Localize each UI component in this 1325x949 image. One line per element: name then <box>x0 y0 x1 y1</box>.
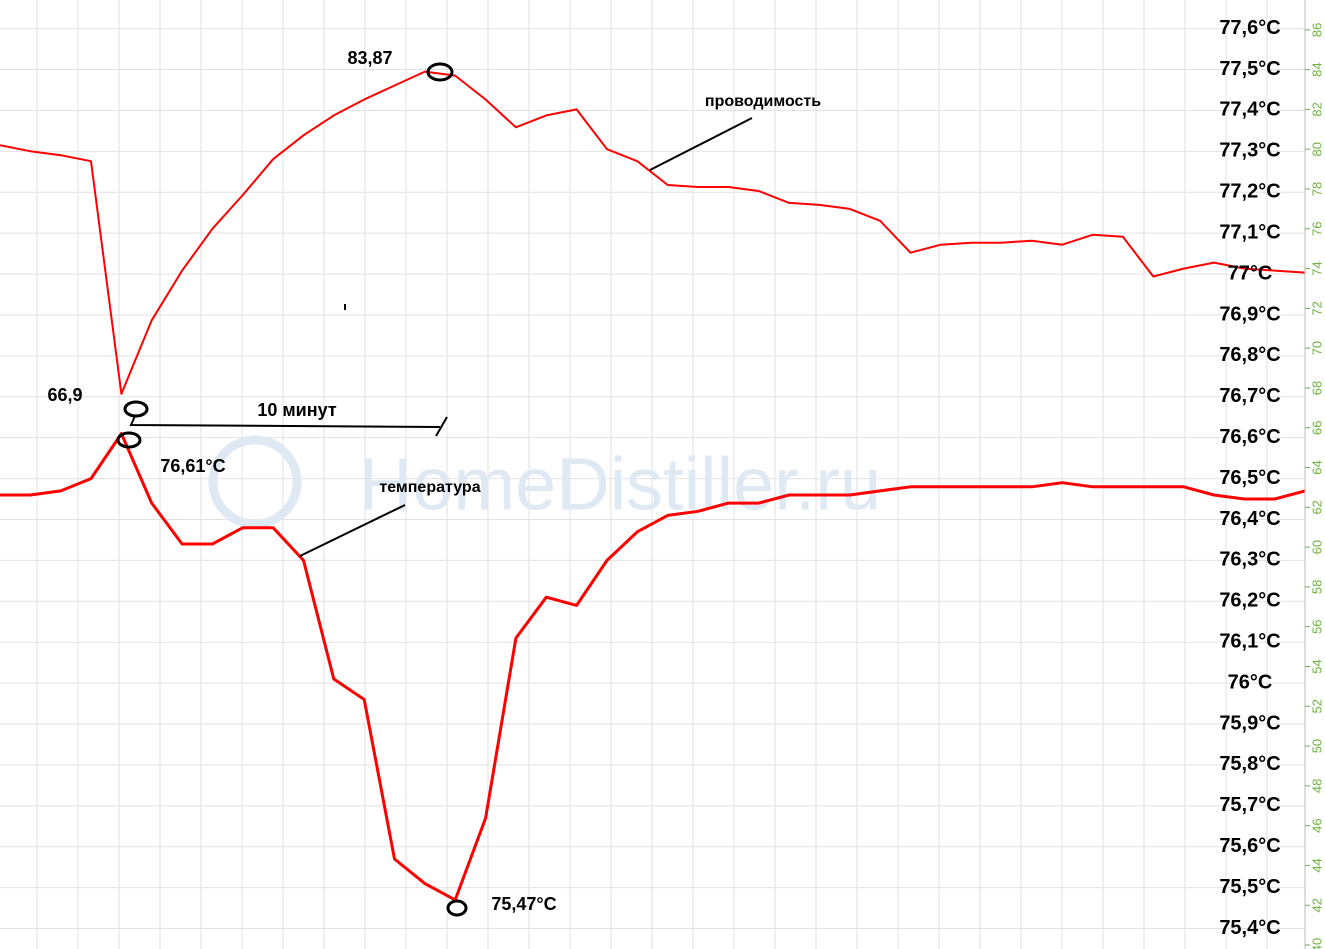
annotation: 10 минут <box>257 400 337 420</box>
annotation-marks <box>116 62 753 917</box>
y2-tick-label: 42 <box>1309 898 1324 912</box>
interval-line <box>129 415 448 437</box>
y-tick-label: 77,4°C <box>1219 99 1280 121</box>
marker <box>426 62 454 82</box>
y2-tick-label: 68 <box>1309 381 1324 395</box>
series-label: проводимость <box>705 93 821 110</box>
annotation: 76,61°C <box>160 456 225 476</box>
y2-tick-label: 50 <box>1309 739 1324 753</box>
y2-tick-label: 52 <box>1309 699 1324 713</box>
y2-tick-label: 80 <box>1309 142 1324 156</box>
y2-tick-label: 46 <box>1309 818 1324 832</box>
y2-tick-label: 70 <box>1309 341 1324 355</box>
y-tick-label: 77°C <box>1228 262 1273 284</box>
annotation: 75,47°C <box>491 894 556 914</box>
series-line <box>0 70 1306 395</box>
series-line <box>0 432 1306 902</box>
y-tick-label: 76,8°C <box>1219 344 1280 366</box>
y2-tick-label: 64 <box>1309 460 1324 474</box>
y-tick-label: 77,2°C <box>1219 181 1280 203</box>
y-tick-label: 76,2°C <box>1219 590 1280 612</box>
y2-tick-label: 40 <box>1309 938 1324 949</box>
y-tick-label: 77,6°C <box>1219 17 1280 39</box>
y2-tick-label: 44 <box>1309 858 1324 872</box>
pointer-line <box>649 117 753 171</box>
y-tick-label: 76,5°C <box>1219 467 1280 489</box>
y-tick-label: 75,9°C <box>1219 712 1280 734</box>
y-tick-label: 75,8°C <box>1219 753 1280 775</box>
y2-tick-label: 54 <box>1309 659 1324 673</box>
watermark-logo <box>208 435 302 529</box>
y-tick-label: 76,3°C <box>1219 549 1280 571</box>
y-tick-label: 77,1°C <box>1219 221 1280 243</box>
y2-tick-label: 76 <box>1309 222 1324 236</box>
y2-tick-label: 58 <box>1309 580 1324 594</box>
annotation: 66,9 <box>47 385 82 405</box>
axes: 75,4°C 75,5°C 75,6°C 75,7°C 75,8°C 75,9°C 76°C… <box>1219 0 1324 949</box>
y-tick-label: 75,5°C <box>1219 876 1280 898</box>
y-tick-label: 75,4°C <box>1219 917 1280 939</box>
marker <box>116 431 142 449</box>
y2-tick-label: 78 <box>1309 182 1324 196</box>
y2-tick-label: 86 <box>1309 23 1324 37</box>
y2-tick-label: 66 <box>1309 421 1324 435</box>
y2-tick-label: 48 <box>1309 779 1324 793</box>
y-tick-label: 76°C <box>1228 671 1273 693</box>
y2-tick-label: 74 <box>1309 261 1324 275</box>
y2-tick-label: 62 <box>1309 500 1324 514</box>
y-tick-label: 75,7°C <box>1219 794 1280 816</box>
plot <box>0 70 1306 902</box>
series-label: температура <box>379 479 480 496</box>
y2-tick-label: 84 <box>1309 62 1324 76</box>
y2-tick-label: 56 <box>1309 619 1324 633</box>
y2-tick-label: 82 <box>1309 102 1324 116</box>
y2-tick-label: 60 <box>1309 540 1324 554</box>
y-tick-label: 77,3°C <box>1219 140 1280 162</box>
y-tick-label: 76,1°C <box>1219 630 1280 652</box>
y-tick-label: 76,9°C <box>1219 303 1280 325</box>
marker <box>446 899 468 917</box>
y-tick-label: 76,4°C <box>1219 508 1280 530</box>
marker <box>123 400 149 418</box>
y-tick-label: 77,5°C <box>1219 58 1280 80</box>
annotation: 83,87 <box>347 48 392 68</box>
y-tick-label: 76,7°C <box>1219 385 1280 407</box>
watermark: HomeDistiller.ru <box>359 443 881 526</box>
y-tick-label: 75,6°C <box>1219 835 1280 857</box>
y2-tick-label: 72 <box>1309 301 1324 315</box>
y-tick-label: 76,6°C <box>1219 426 1280 448</box>
pointer-line <box>299 504 406 557</box>
